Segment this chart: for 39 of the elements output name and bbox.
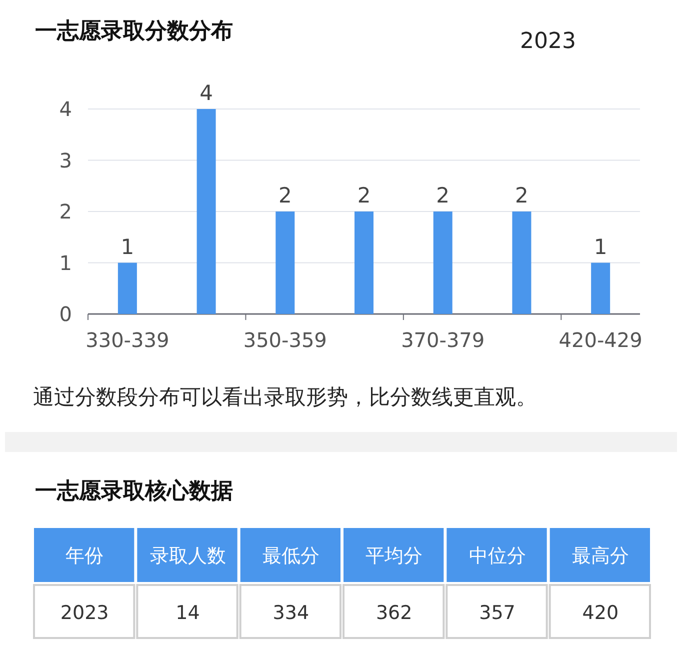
bar bbox=[591, 262, 610, 314]
x-tick-label: 330-339 bbox=[86, 328, 170, 352]
data-label: 357 bbox=[479, 602, 516, 624]
category-label: 最低分 bbox=[262, 545, 320, 567]
text: 通过分数段分布可以看出录取形势，比分数线更直观。 bbox=[33, 385, 537, 409]
bar bbox=[118, 262, 137, 314]
bar bbox=[354, 212, 374, 314]
data-label: 334 bbox=[272, 602, 310, 624]
category-label: 年份 bbox=[66, 545, 104, 567]
category-label: 平均分 bbox=[366, 545, 423, 567]
data-label: 2 bbox=[515, 184, 528, 208]
text: 2023 bbox=[520, 29, 576, 54]
chart-title: 一志愿录取分数分布 bbox=[35, 19, 233, 44]
y-tick-label: 2 bbox=[59, 200, 72, 224]
data-label: 2 bbox=[278, 184, 292, 208]
y-tick-label: 1 bbox=[59, 250, 72, 275]
data-label: 2023 bbox=[60, 602, 109, 624]
data-label: 1 bbox=[594, 234, 608, 259]
bar bbox=[512, 212, 532, 314]
category-label: 中位分 bbox=[468, 545, 526, 567]
category-label: 录取人数 bbox=[150, 545, 226, 567]
bar bbox=[196, 109, 216, 314]
x-tick-label: 350-359 bbox=[243, 328, 327, 352]
bar bbox=[433, 212, 452, 314]
y-tick-label: 0 bbox=[59, 302, 72, 326]
data-label: 14 bbox=[176, 602, 200, 624]
y-tick-label: 3 bbox=[59, 148, 72, 172]
data-label: 4 bbox=[200, 81, 213, 105]
data-label: 362 bbox=[376, 602, 412, 624]
data-label: 2 bbox=[357, 184, 371, 208]
category-label: 最高分 bbox=[572, 545, 629, 567]
text: 一志愿录取核心数据 bbox=[35, 478, 233, 504]
x-tick-label: 370-379 bbox=[401, 328, 485, 352]
x-tick-label: 420-429 bbox=[558, 328, 642, 352]
y-tick-label: 4 bbox=[59, 97, 72, 121]
data-label: 2 bbox=[436, 184, 450, 208]
bar bbox=[276, 212, 295, 314]
data-label: 420 bbox=[582, 602, 619, 624]
data-label: 1 bbox=[120, 234, 134, 259]
